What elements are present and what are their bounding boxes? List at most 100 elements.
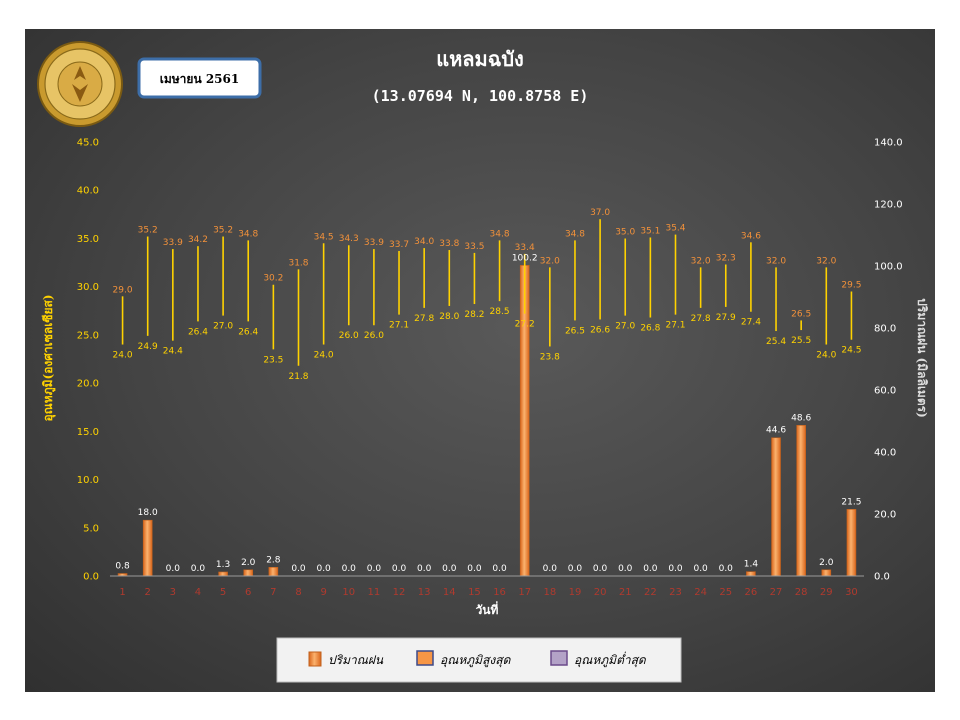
min-temp-label: 23.8 [540,352,560,362]
x-tick-label: 20 [594,587,607,598]
y-left-tick-label: 20.0 [77,379,99,390]
data-labels: 29.0 35.2 33.9 34.2 35.2 34.8 30.2 31.8 34.5 34.3… [113,208,862,574]
max-temp-label: 32.0 [766,256,786,266]
rain-label: 0.0 [417,564,432,574]
rain-label: 100.2 [512,253,538,263]
max-temp-label: 34.5 [314,232,334,242]
max-temp-label: 33.7 [389,240,409,250]
min-temp-label: 28.0 [439,312,459,322]
max-temp-label: 35.4 [665,224,685,234]
x-tick-label: 22 [644,587,657,598]
rain-label: 0.0 [568,564,583,574]
rain-label: 0.0 [392,564,407,574]
max-temp-label: 35.0 [615,227,635,237]
rain-label: 2.0 [819,558,834,568]
x-tick-label: 3 [170,587,176,598]
min-temp-label: 23.5 [263,355,283,365]
legend-label-min-temp: อุณหภูมิต่ำสุด [574,651,647,668]
rain-label: 0.0 [593,564,608,574]
x-tick-label: 23 [669,587,682,598]
rain-label: 0.0 [618,564,633,574]
x-tick-label: 16 [493,587,506,598]
rain-bar [796,425,806,577]
x-tick-label: 15 [468,587,481,598]
min-temp-label: 27.9 [716,313,736,323]
min-temp-label: 27.1 [389,321,409,331]
min-temp-label: 27.4 [741,318,761,328]
max-temp-label: 34.3 [339,234,359,244]
y-axis-right-ticks: 0.0 20.0 40.0 60.0 80.0 100.0 120.0 140.0 [874,138,903,583]
month-label: เมษายน 2561 [160,72,239,86]
y-right-tick-label: 40.0 [874,448,896,459]
max-temp-label: 37.0 [590,208,610,218]
min-temp-label: 26.0 [339,331,359,341]
min-temp-label: 26.6 [590,325,610,335]
x-tick-label: 1 [119,587,125,598]
max-temp-label: 33.4 [515,243,535,253]
min-temp-label: 26.4 [188,327,208,337]
max-temp-label: 35.2 [138,226,158,236]
y-left-tick-label: 30.0 [77,282,99,293]
rain-bar [268,567,279,577]
legend: ปริมาณฝน อุณหภูมิสูงสุด อุณหภูมิต่ำสุด [276,637,682,683]
x-tick-label: 25 [719,587,732,598]
x-tick-label: 7 [270,587,276,598]
min-temp-label: 28.5 [490,307,510,317]
rain-bar [746,571,756,577]
rain-label: 0.0 [166,564,181,574]
x-tick-label: 4 [195,587,201,598]
legend-item-rain: ปริมาณฝน [308,651,384,667]
y-left-tick-label: 5.0 [83,523,99,534]
max-temp-label: 35.2 [213,226,233,236]
max-temp-label: 29.0 [113,285,133,295]
min-temp-label: 26.5 [565,326,585,336]
y-axis-right-label: ปริมาณฝน (มิลลิเมตร) [915,298,929,417]
x-tick-label: 13 [418,587,431,598]
rain-label: 18.0 [138,508,158,518]
max-temp-label: 33.9 [163,238,183,248]
legend-item-max-temp: อุณหภูมิสูงสุด [416,650,512,668]
rain-bar [846,509,857,577]
min-temp-label: 27.0 [615,322,635,332]
y-left-tick-label: 45.0 [77,138,99,149]
x-tick-label: 26 [745,587,758,598]
legend-item-min-temp: อุณหภูมิต่ำสุด [550,650,647,668]
min-temp-label: 24.9 [138,342,158,352]
max-temp-label: 34.6 [741,231,761,241]
max-temp-label: 32.0 [816,256,836,266]
chart-subtitle: (13.07694 N, 100.8758 E) [372,87,589,105]
min-temp-label: 27.1 [665,321,685,331]
legend-label-rain: ปริมาณฝน [328,653,384,667]
x-tick-label: 9 [320,587,326,598]
min-temp-label: 24.5 [841,346,861,356]
rain-label: 0.0 [467,564,482,574]
rain-label: 44.6 [766,426,786,436]
min-temp-label: 25.5 [791,336,811,346]
rain-label: 0.0 [367,564,382,574]
legend-swatch-max-temp [416,650,434,666]
min-temp-label: 27.0 [213,322,233,332]
rain-label: 2.8 [266,555,281,565]
min-temp-label: 27.8 [691,314,711,324]
x-tick-label: 29 [820,587,833,598]
min-temp-label: 26.8 [640,324,660,334]
y-right-tick-label: 100.0 [874,262,903,273]
x-tick-label: 30 [845,587,858,598]
x-tick-label: 10 [342,587,355,598]
x-tick-label: 2 [145,587,151,598]
x-axis-label: วันที่ [476,601,499,617]
max-temp-label: 34.2 [188,235,208,245]
x-tick-label: 18 [543,587,556,598]
chart-title: แหลมฉบัง [436,47,524,71]
x-tick-label: 5 [220,587,226,598]
y-left-tick-label: 0.0 [83,572,99,583]
y-left-tick-label: 25.0 [77,330,99,341]
max-temp-label: 35.1 [640,226,660,236]
rain-label: 0.0 [543,564,558,574]
rain-bar [243,569,254,577]
month-box: เมษายน 2561 [137,57,262,99]
rain-bars [117,265,857,577]
rain-label: 1.4 [744,560,759,570]
x-tick-label: 27 [770,587,783,598]
